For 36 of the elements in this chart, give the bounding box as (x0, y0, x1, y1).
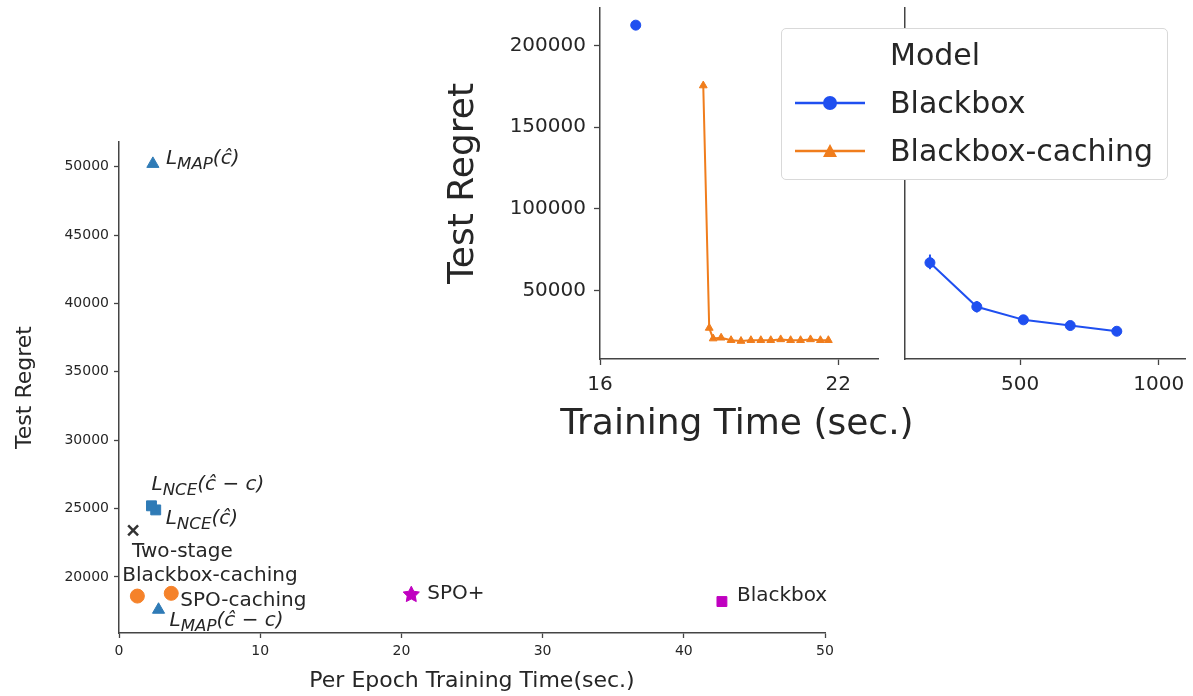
series-label: L$_{NCE}$(ĉ − c) (151, 471, 265, 500)
y-tick-label: 50000 (522, 276, 586, 301)
series-label: L$_{MAP}$(ĉ) (165, 145, 240, 174)
y-tick-label: 20000 (64, 567, 109, 584)
y-tick-label: 200000 (509, 31, 586, 56)
series-label: Blackbox-caching (122, 562, 298, 587)
x-tick-label: 500 (1000, 371, 1040, 396)
x-tick-label: 10 (251, 642, 270, 659)
series-label: L$_{NCE}$(ĉ) (165, 505, 239, 534)
x-tick-label: 16 (587, 371, 613, 396)
y-axis-title: Test Regret (439, 82, 481, 286)
legend-title: Model (889, 36, 982, 74)
x-tick-label: 30 (533, 642, 552, 659)
x-tick-label: 50 (816, 642, 834, 659)
y-tick-label: 40000 (64, 294, 109, 311)
x-tick-label: 22 (825, 371, 852, 396)
series-label: SPO+ (427, 579, 485, 604)
y-tick-label: 150000 (509, 113, 586, 138)
y-tick-label: 25000 (64, 499, 109, 516)
y-tick-label: 30000 (64, 430, 109, 447)
x-tick-label: 1000 (1133, 371, 1185, 396)
x-axis-title: Per Epoch Training Time(sec.) (309, 666, 635, 692)
y-tick-label: 100000 (509, 195, 586, 220)
series-label: L$_{MAP}$(ĉ − c) (169, 607, 284, 636)
y-tick-label: 45000 (64, 225, 109, 242)
y-axis-title: Test Regret (10, 325, 36, 450)
series-label: Blackbox (736, 581, 828, 606)
x-axis-title: Training Time (sec.) (560, 401, 914, 443)
x-tick-label: 0 (114, 642, 124, 659)
y-tick-label: 35000 (64, 362, 109, 379)
series-label: Two-stage (132, 538, 233, 563)
x-tick-label: 20 (392, 642, 411, 659)
legend-label: Blackbox (890, 84, 1026, 122)
legend-label: Blackbox-caching (890, 132, 1153, 170)
x-tick-label: 40 (674, 642, 693, 659)
y-tick-label: 50000 (64, 157, 109, 174)
